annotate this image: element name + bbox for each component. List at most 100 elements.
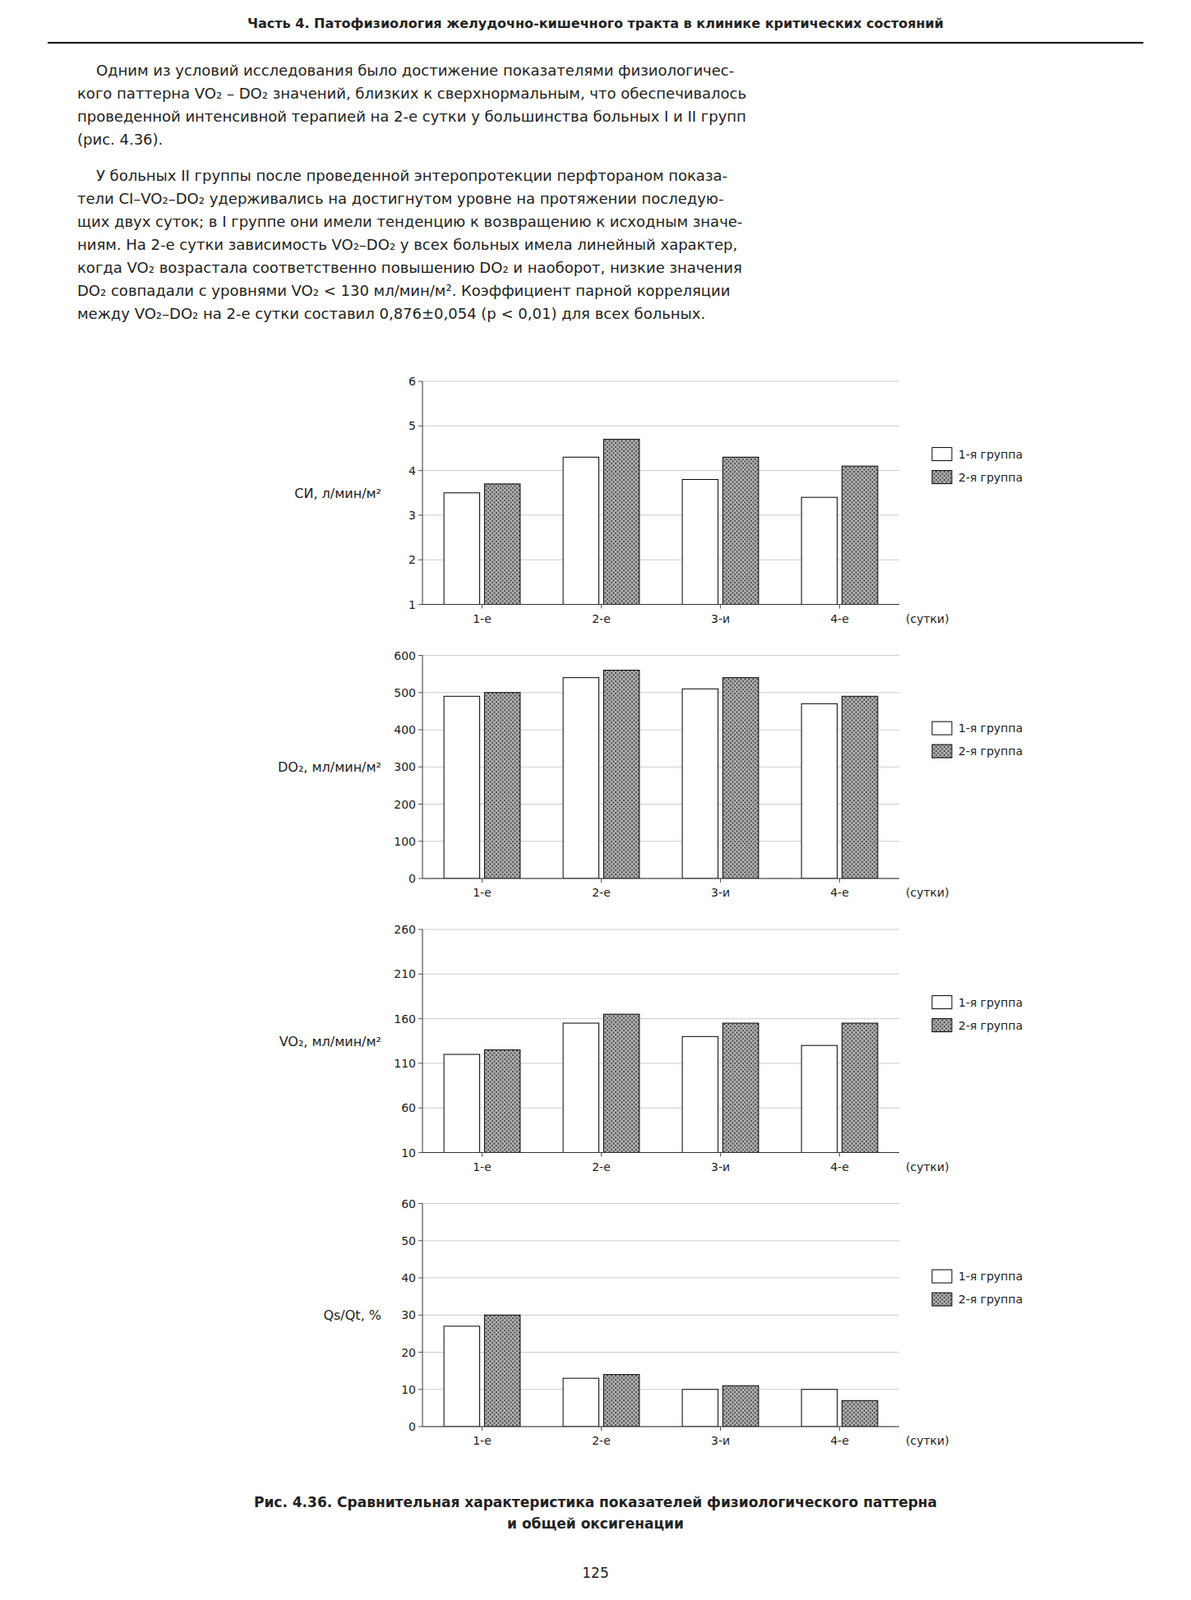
y-axis — [422, 381, 424, 605]
chart: 01002003004005006001-е2-е3-и4-е(сутки)DO… — [277, 649, 1023, 901]
y-tick — [418, 1389, 423, 1390]
header: Часть 4. Патофизиология желудочно-кишечн… — [247, 15, 944, 32]
bars — [443, 439, 878, 605]
x-axis — [422, 1426, 900, 1428]
x-tick-label: 4-е — [830, 1434, 850, 1448]
bar — [603, 439, 640, 605]
bar — [682, 479, 719, 605]
paragraph-line: когда VO₂ возрастала соответственно повы… — [77, 258, 743, 277]
bars — [443, 670, 878, 879]
y-tick-label: 6 — [408, 374, 416, 388]
caption: Рис. 4.36. Сравнительная характеристика … — [253, 1494, 938, 1511]
y-axis — [422, 655, 424, 880]
x-tick — [600, 604, 602, 610]
x-tick — [720, 604, 721, 610]
legend: 1-я группа 2-я группа — [932, 996, 1023, 1033]
x-tick — [839, 878, 841, 883]
legend-swatch — [932, 447, 952, 462]
y-tick-label: 260 — [393, 923, 416, 937]
x-tick-label: 4-е — [830, 612, 850, 626]
bar — [484, 484, 521, 605]
y-tick — [418, 514, 423, 516]
x-tick-label: 1-е — [472, 612, 492, 626]
legend: 1-я группа2-я группа — [932, 447, 1023, 485]
legend-label: 2-я группа — [958, 470, 1023, 485]
y-tick — [418, 766, 423, 768]
x-tick — [839, 604, 841, 610]
grid-line — [422, 1018, 900, 1020]
y-tick — [418, 729, 423, 731]
chart: 10601101602102601-е2-е3-и4-е(сутки)VO₂, … — [279, 923, 1024, 1174]
x-axis-label: (сутки) — [905, 1160, 950, 1174]
legend-label: 1-я группа — [958, 1269, 1023, 1284]
grid-line — [422, 470, 900, 471]
legend-label: 2-я группа — [958, 744, 1023, 758]
x-tick-label: 3-и — [710, 1160, 730, 1174]
legend-swatch — [932, 721, 952, 735]
legend-swatch — [932, 1019, 952, 1033]
paragraph-line: между VO₂–DO₂ на 2-е сутки составил 0,87… — [77, 304, 706, 323]
page: Часть 4. Патофизиология желудочно-кишечн… — [0, 0, 1191, 1600]
y-tick-label: 0 — [408, 872, 416, 886]
bar — [801, 703, 838, 879]
legend-label: 1-я группа — [958, 996, 1023, 1010]
y-tick-label: 40 — [401, 1271, 416, 1285]
x-tick — [720, 1426, 721, 1432]
y-tick-label: 20 — [401, 1346, 416, 1360]
paragraph-line: тели CI–VO₂–DO₂ удерживались на достигну… — [77, 189, 725, 208]
y-tick-label: 50 — [401, 1234, 416, 1248]
chart: 01020304050601-е2-е3-и4-е(сутки)Qs/Qt, %… — [323, 1197, 1023, 1449]
y-tick-label: 10 — [401, 1383, 416, 1397]
bar — [484, 692, 521, 879]
y-axis-label: VO₂, мл/мин/м² — [279, 1034, 382, 1050]
y-axis-label: Qs/Qt, % — [323, 1307, 382, 1324]
chart: 1234561-е2-е3-и4-е(сутки)СИ, л/мин/м²1-я… — [294, 374, 1023, 650]
y-tick-label: 5 — [408, 419, 416, 433]
bar — [682, 1389, 719, 1427]
grid-line — [422, 1426, 900, 1428]
paragraph-line: (рис. 4.36). — [77, 130, 163, 148]
grid-line — [422, 929, 900, 931]
x-tick-label: 3-и — [710, 886, 730, 900]
grid-line — [422, 1240, 900, 1242]
bar — [484, 1315, 521, 1427]
bar — [443, 696, 481, 879]
bar — [563, 1023, 600, 1153]
y-tick-label: 500 — [393, 686, 416, 700]
grid-line — [422, 381, 900, 383]
x-tick-label: 3-и — [710, 1434, 730, 1448]
legend-label: 1-я группа — [958, 721, 1023, 735]
y-tick — [418, 470, 423, 471]
grid-line — [422, 655, 900, 656]
bar — [603, 670, 640, 879]
y-tick-label: 30 — [401, 1308, 416, 1322]
bar — [841, 466, 878, 605]
bar — [563, 678, 600, 879]
caption: и общей оксигенации — [507, 1515, 684, 1533]
paragraph-line: щих двух суток; в I группе они имели тен… — [77, 212, 743, 231]
x-tick — [720, 1153, 721, 1158]
x-tick-label: 2-е — [591, 886, 611, 900]
x-axis — [422, 604, 900, 605]
legend: 1-я группа2-я группа — [932, 1269, 1023, 1307]
y-tick-label: 600 — [393, 649, 416, 663]
bar — [603, 1375, 640, 1427]
bars — [443, 1014, 878, 1153]
y-tick — [418, 425, 423, 427]
y-tick — [418, 1018, 423, 1020]
bar — [722, 678, 759, 879]
y-tick-label: 400 — [393, 723, 416, 737]
bar — [722, 1385, 759, 1427]
bar — [563, 457, 600, 605]
legend-label: 2-я группа — [958, 1019, 1023, 1033]
grid-line — [422, 974, 900, 975]
paragraph-line: DO₂ совпадали с уровнями VO₂ < 130 мл/ми… — [77, 281, 730, 300]
bar — [443, 1054, 481, 1153]
y-tick — [418, 559, 423, 561]
grid-line — [422, 1278, 900, 1279]
x-axis — [422, 878, 900, 880]
y-tick — [418, 381, 423, 383]
y-tick-label: 160 — [393, 1012, 416, 1026]
bar — [443, 493, 481, 605]
y-tick — [418, 1352, 423, 1353]
